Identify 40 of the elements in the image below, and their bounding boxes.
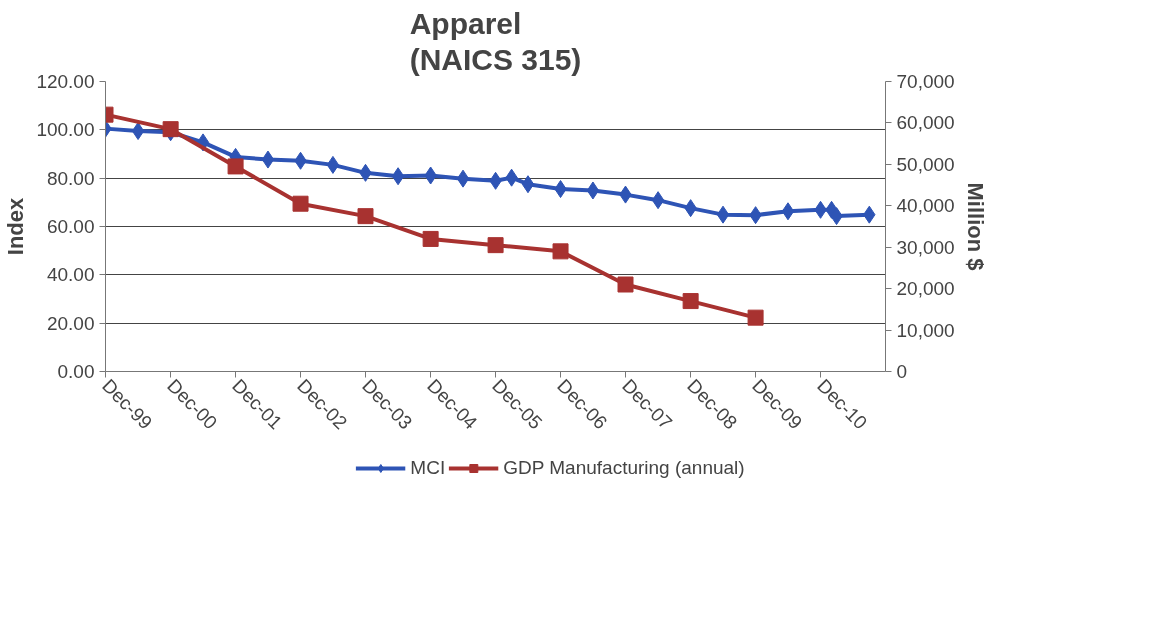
point <box>456 169 470 188</box>
point <box>391 167 405 186</box>
y-tick-label: 60.00 <box>46 216 95 237</box>
point <box>422 230 439 247</box>
legend-label: MCI <box>410 457 446 479</box>
y2-axis-title: Million $ <box>962 182 988 271</box>
point <box>651 191 665 210</box>
point <box>781 202 795 221</box>
y-axis-title: Index <box>3 197 29 256</box>
point <box>357 208 374 225</box>
point <box>552 243 569 260</box>
y2-tick-label: 40,000 <box>896 195 955 217</box>
point <box>131 122 145 141</box>
point <box>682 293 699 310</box>
y-tick-label: 20.00 <box>46 312 95 334</box>
y-tick-label: 0.00 <box>57 361 95 382</box>
y2-tick-label: 20,000 <box>896 278 955 300</box>
point <box>261 150 275 169</box>
y-tick-label: 40.00 <box>46 264 95 286</box>
chart-title: Apparel (NAICS 315) <box>409 7 582 77</box>
y2-tick-label: 30,000 <box>896 236 955 258</box>
point <box>487 237 504 254</box>
legend-label: GDP Manufacturing (annual) <box>503 457 745 479</box>
point <box>617 276 634 293</box>
y2-tick-label: 10,000 <box>896 319 955 341</box>
y2-tick-label: 60,000 <box>896 112 955 134</box>
point <box>586 181 600 200</box>
y2-tick-label: 70,000 <box>896 71 955 92</box>
point <box>326 155 340 174</box>
y2-tick-label: 50,000 <box>896 153 955 175</box>
y-tick-label: 100.00 <box>36 119 95 141</box>
y-tick-label: 120.00 <box>36 71 95 92</box>
point <box>162 121 179 138</box>
point <box>521 175 535 194</box>
point <box>227 158 244 175</box>
point <box>292 195 309 212</box>
y-tick-label: 80.00 <box>46 167 95 189</box>
point <box>747 309 764 326</box>
y2-tick-label: 0 <box>896 361 908 382</box>
point <box>716 205 730 224</box>
